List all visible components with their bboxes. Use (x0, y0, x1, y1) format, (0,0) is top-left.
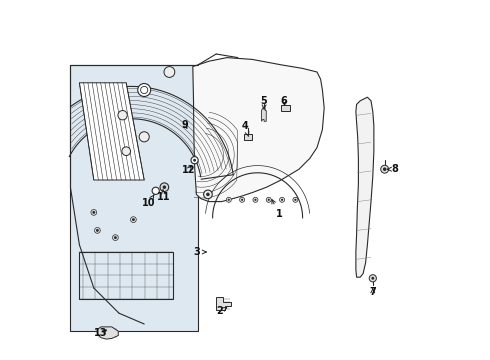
Text: 9: 9 (181, 120, 188, 130)
Circle shape (118, 111, 127, 120)
Text: 5: 5 (261, 96, 268, 109)
Circle shape (383, 167, 387, 171)
Circle shape (280, 197, 285, 202)
Bar (244, 134, 252, 140)
Circle shape (228, 199, 230, 201)
Polygon shape (79, 83, 144, 180)
Text: 1: 1 (272, 200, 283, 219)
Text: 8: 8 (388, 164, 398, 174)
Bar (79, 252, 173, 299)
Text: 12: 12 (182, 165, 195, 175)
Circle shape (164, 67, 175, 77)
Circle shape (91, 210, 97, 215)
Circle shape (139, 132, 149, 142)
Circle shape (266, 197, 271, 202)
Circle shape (193, 159, 196, 162)
Polygon shape (98, 327, 118, 339)
Circle shape (254, 199, 257, 201)
Text: 13: 13 (94, 328, 108, 338)
Circle shape (371, 277, 374, 280)
Text: 3: 3 (193, 247, 206, 257)
Circle shape (206, 193, 210, 196)
Circle shape (130, 217, 136, 222)
Circle shape (113, 235, 118, 240)
Text: 7: 7 (369, 287, 376, 297)
Text: 10: 10 (142, 195, 156, 208)
Circle shape (381, 165, 389, 173)
Circle shape (268, 199, 270, 201)
Circle shape (141, 86, 148, 94)
Circle shape (293, 197, 298, 202)
Circle shape (96, 229, 99, 232)
Circle shape (241, 199, 243, 201)
Circle shape (163, 185, 166, 189)
Polygon shape (216, 297, 231, 310)
Bar (281, 105, 290, 111)
Circle shape (191, 157, 198, 164)
Circle shape (132, 218, 135, 221)
Circle shape (160, 183, 169, 192)
Circle shape (253, 197, 258, 202)
Circle shape (122, 147, 130, 156)
Circle shape (204, 190, 212, 199)
Circle shape (226, 197, 231, 202)
Polygon shape (193, 58, 324, 202)
Circle shape (294, 199, 296, 201)
Polygon shape (262, 108, 266, 121)
Circle shape (240, 197, 245, 202)
Text: 6: 6 (280, 96, 287, 106)
Circle shape (281, 199, 283, 201)
Bar (71, 65, 198, 331)
Circle shape (152, 187, 159, 194)
Circle shape (114, 236, 117, 239)
Circle shape (138, 84, 151, 96)
Circle shape (92, 211, 95, 214)
Text: 4: 4 (242, 121, 249, 136)
Text: 2: 2 (217, 306, 227, 316)
Circle shape (369, 275, 376, 282)
Polygon shape (356, 97, 374, 277)
Circle shape (95, 228, 100, 233)
Text: 11: 11 (157, 189, 171, 202)
